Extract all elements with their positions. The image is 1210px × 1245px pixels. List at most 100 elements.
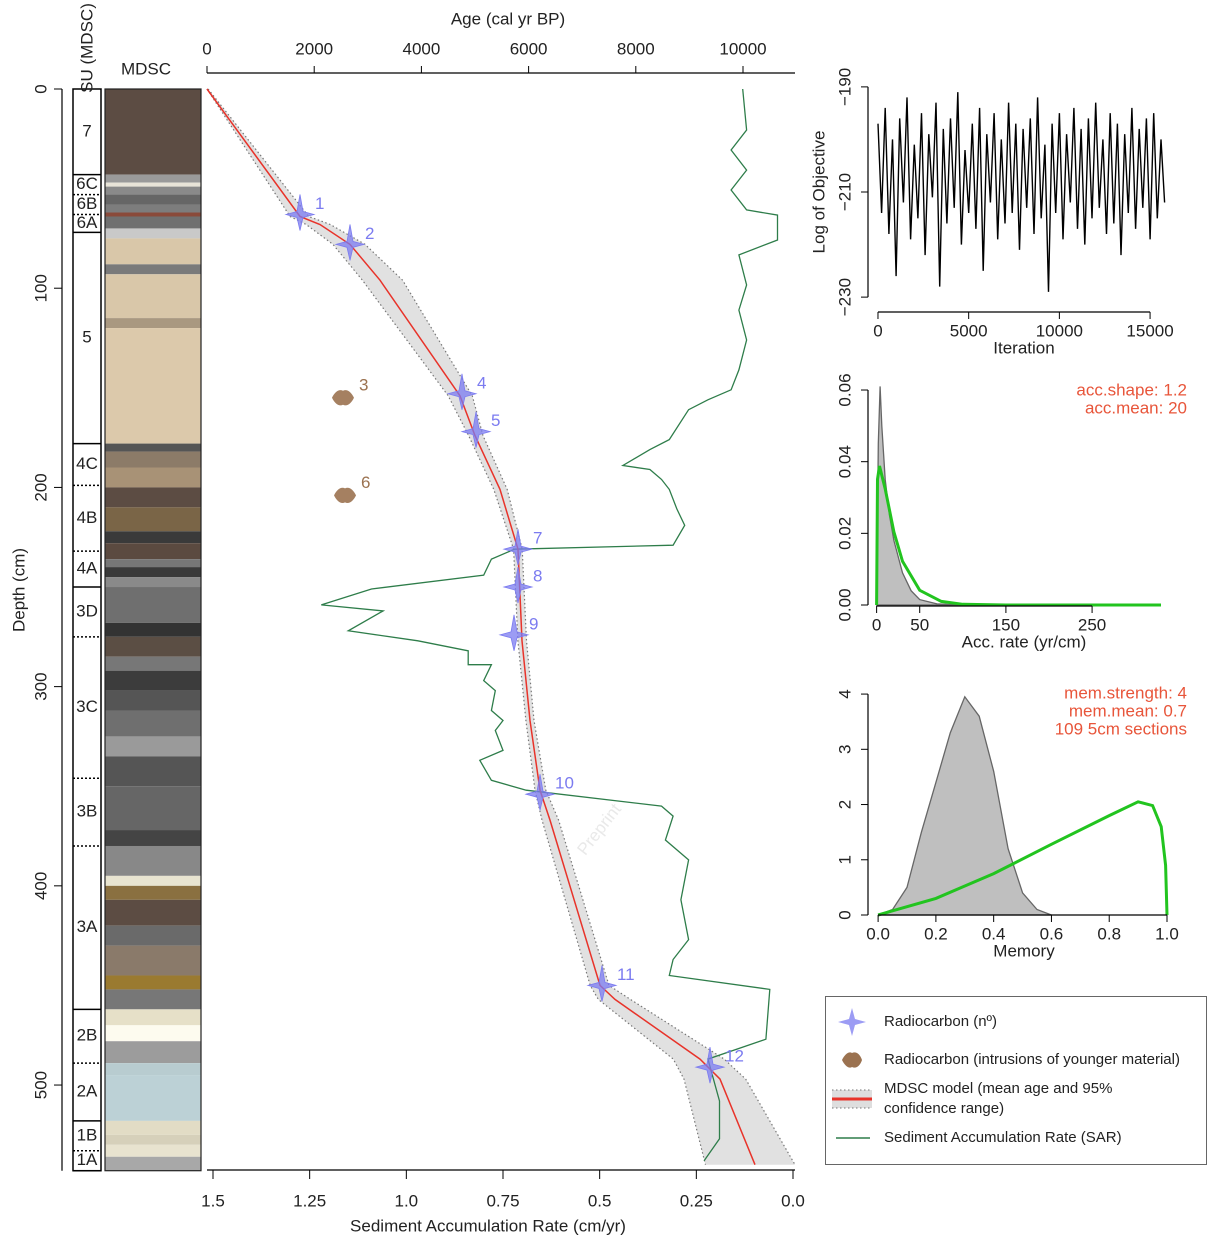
x-tick-label: 150 — [992, 615, 1020, 634]
x-tick-label: 50 — [910, 615, 929, 634]
stratum — [105, 710, 201, 737]
date-label: 4 — [477, 373, 486, 392]
annotation: 109 5cm sections — [1055, 719, 1187, 738]
stratum — [105, 328, 201, 444]
stratum — [105, 622, 201, 637]
date-label: 1 — [315, 194, 324, 213]
stratum — [105, 885, 201, 900]
x-tick-label: 0.0 — [866, 924, 890, 943]
unit-label: 6A — [77, 213, 98, 232]
date-label: 5 — [491, 411, 500, 430]
date-label: 8 — [533, 567, 542, 586]
unit-column-title: SU (MDSC) — [77, 3, 96, 93]
confidence-upper — [207, 88, 796, 1165]
y-tick-label: 500 — [31, 1071, 50, 1099]
x-tick-label: 10000 — [1036, 321, 1083, 340]
x-tick-label: 4000 — [402, 39, 440, 58]
unit-label: 4C — [76, 454, 98, 473]
x2-tick-label: 0.0 — [781, 1191, 805, 1210]
y-tick-label: 3 — [835, 745, 854, 754]
legend: Radiocarbon (nº) Radiocarbon (intrusions … — [825, 996, 1207, 1165]
stratum — [105, 182, 201, 187]
strata-frame — [104, 88, 202, 1172]
x-tick-label: 250 — [1078, 615, 1106, 634]
intrusion-label: 3 — [359, 375, 368, 394]
legend-item: Sediment Accumulation Rate (SAR) — [830, 1119, 1202, 1157]
stratum — [105, 274, 201, 319]
unit-column-frame — [72, 88, 102, 1172]
legend-icon — [832, 1089, 872, 1109]
column-title: MDSC — [121, 59, 171, 78]
radiocarbon-date — [284, 194, 316, 231]
stratum — [105, 467, 201, 488]
y-tick-label: 0 — [835, 910, 854, 919]
x-tick-label: 6000 — [510, 39, 548, 58]
unit-label: 2B — [77, 1026, 98, 1045]
x2-tick-label: 0.75 — [486, 1191, 519, 1210]
x-tick-label: 2000 — [295, 39, 333, 58]
x-tick-label: 10000 — [719, 39, 766, 58]
annotation: mem.mean: 0.7 — [1069, 701, 1187, 720]
y-tick-label: 4 — [835, 689, 854, 698]
stratum — [105, 1025, 201, 1042]
y-tick-label: 0.06 — [835, 373, 854, 406]
stratum — [105, 830, 201, 846]
intrusion-label: 6 — [361, 473, 370, 492]
stratum — [105, 89, 201, 175]
date-label: 12 — [725, 1047, 744, 1066]
density-area — [875, 386, 963, 606]
stratum — [105, 264, 201, 275]
stratum — [105, 1144, 201, 1157]
stratum — [105, 204, 201, 213]
radiocarbon-date — [586, 965, 618, 1002]
legend-label: MDSC model (mean age and 95% confidence … — [884, 1080, 1113, 1117]
x-tick-label: 15000 — [1126, 321, 1173, 340]
legend-item: MDSC model (mean age and 95% confidence … — [830, 1079, 1202, 1119]
unit-label: 7 — [82, 121, 91, 140]
radiocarbon-date — [694, 1047, 726, 1084]
y-tick-label: 100 — [31, 274, 50, 302]
stratum — [105, 212, 201, 217]
stratum — [105, 1075, 201, 1121]
stratum — [105, 543, 201, 560]
stratum — [105, 174, 201, 183]
unit-label: 4B — [77, 508, 98, 527]
stratum — [105, 238, 201, 265]
x-tick-label: 0 — [873, 321, 882, 340]
radiocarbon-date — [502, 566, 534, 604]
stratum — [105, 1041, 201, 1064]
y-tick-label: 200 — [31, 473, 50, 501]
stratum — [105, 1063, 201, 1076]
x2-axis-title: Sediment Accumulation Rate (cm/yr) — [350, 1216, 626, 1235]
stratum — [105, 216, 201, 229]
density-line — [875, 465, 1161, 607]
stratum — [105, 656, 201, 671]
stratum — [105, 318, 201, 329]
x2-tick-label: 1.0 — [395, 1191, 419, 1210]
x2-tick-label: 0.5 — [588, 1191, 612, 1210]
unit-label: 4A — [77, 559, 98, 578]
x-axis-title: Age (cal yr BP) — [451, 9, 565, 28]
stratum — [105, 690, 201, 711]
radiocarbon-date — [334, 224, 366, 261]
stratum — [105, 786, 201, 831]
density-area — [877, 695, 1052, 916]
legend-icon — [838, 1008, 866, 1036]
x-axis-title: Memory — [993, 941, 1055, 960]
x-axis-title: Iteration — [993, 338, 1054, 357]
stratum — [105, 1134, 201, 1145]
legend-icon — [836, 1137, 870, 1139]
unit-label: 3B — [77, 802, 98, 821]
legend-item: Radiocarbon (nº) — [830, 1003, 1202, 1041]
intrusion-date — [331, 390, 354, 406]
stratum — [105, 507, 201, 532]
stratum — [105, 636, 201, 657]
y-tick-label: 2 — [835, 800, 854, 809]
unit-label: 2A — [77, 1081, 98, 1100]
x-tick-label: 1.0 — [1155, 924, 1179, 943]
legend-label: Sediment Accumulation Rate (SAR) — [884, 1129, 1122, 1146]
x-tick-label: 0.4 — [982, 924, 1006, 943]
legend-label: Radiocarbon (intrusions of younger mater… — [884, 1051, 1180, 1068]
